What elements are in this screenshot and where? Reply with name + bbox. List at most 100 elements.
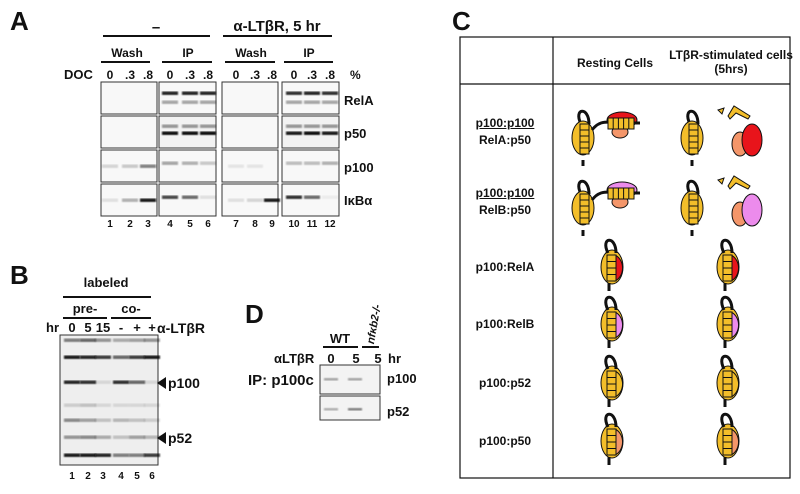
linker xyxy=(604,354,618,370)
table-border xyxy=(459,36,791,479)
hr-value: 5 xyxy=(84,320,92,335)
group-line xyxy=(63,296,151,298)
lane-number: 2 xyxy=(127,219,133,230)
group-line xyxy=(63,317,107,319)
band xyxy=(64,338,80,342)
linker xyxy=(720,412,734,428)
band xyxy=(304,100,320,104)
band xyxy=(247,164,263,168)
band xyxy=(113,403,129,407)
degraded-fragment xyxy=(717,177,725,185)
panel-a-label: A xyxy=(10,6,29,36)
band xyxy=(113,418,129,422)
band xyxy=(162,195,178,199)
band xyxy=(95,435,111,439)
doc-value: .3 xyxy=(124,68,136,82)
doc-value: .3 xyxy=(306,68,318,82)
band xyxy=(80,338,96,342)
subgroup-line xyxy=(225,61,275,63)
ip-label: IP: p100c xyxy=(248,372,314,389)
row-label-bottom: RelB:p50 xyxy=(478,203,532,217)
group-untreated: – xyxy=(151,19,161,36)
ankyrin-repeats xyxy=(607,117,635,130)
lane-number: 10 xyxy=(288,219,300,230)
panel-d-label: D xyxy=(245,299,264,329)
doc-value: 0 xyxy=(290,68,298,82)
subgroup-wash: Wash xyxy=(235,46,267,60)
degraded-fragment xyxy=(727,105,751,120)
linker xyxy=(590,120,611,131)
treatment-label: αLTβR xyxy=(274,351,315,366)
band xyxy=(140,164,156,168)
hr-value: 0 xyxy=(68,320,76,335)
complex-resting-2 xyxy=(571,179,640,236)
band xyxy=(113,453,129,457)
band xyxy=(324,378,338,381)
ankyrin-repeats xyxy=(688,123,699,155)
row-label-p100: p100 xyxy=(387,371,417,386)
band xyxy=(95,338,111,342)
ankyrin-repeats xyxy=(579,193,590,225)
complex-resting-6 xyxy=(600,412,624,465)
lane-number: 9 xyxy=(269,219,275,230)
complex-stimulated-3 xyxy=(716,238,740,291)
band xyxy=(182,195,198,199)
group-line xyxy=(223,35,332,37)
degraded-fragment xyxy=(717,107,725,115)
lane-number: 1 xyxy=(107,219,113,230)
band xyxy=(129,380,145,384)
band xyxy=(286,195,302,199)
band xyxy=(144,380,160,384)
band xyxy=(304,195,320,199)
subgroup-wash: Wash xyxy=(111,46,143,60)
band xyxy=(122,198,138,202)
band xyxy=(64,418,80,422)
partner-subunit xyxy=(741,193,763,227)
blot-panel xyxy=(158,149,217,183)
subgroup-line xyxy=(101,61,150,63)
band xyxy=(113,338,129,342)
doc-value: 0 xyxy=(106,68,114,82)
band xyxy=(95,403,111,407)
lane-number: 7 xyxy=(233,219,239,230)
complex-resting-4 xyxy=(600,295,624,348)
time-5: 5 xyxy=(352,351,360,366)
band xyxy=(102,164,118,168)
doc-label: DOC xyxy=(64,67,93,82)
band xyxy=(113,380,129,384)
band xyxy=(162,91,178,95)
complex-resting-5 xyxy=(600,354,624,407)
treatment-label: α-LTβR xyxy=(157,320,205,336)
band xyxy=(182,91,198,95)
row-label-p50: p50 xyxy=(344,126,367,141)
hr-value: + xyxy=(148,320,156,335)
lane-number: 5 xyxy=(187,219,193,230)
band xyxy=(162,124,178,128)
band xyxy=(129,338,145,342)
lane-number: 6 xyxy=(205,219,211,230)
band xyxy=(80,435,96,439)
hr-value: - xyxy=(118,320,124,335)
marker-p52: p52 xyxy=(168,430,193,446)
group-line xyxy=(103,35,210,37)
row-label: p100:p52 xyxy=(478,376,532,390)
blot-panel xyxy=(281,183,340,217)
doc-value: .8 xyxy=(142,68,154,82)
blot-panel xyxy=(281,149,340,183)
band xyxy=(113,435,129,439)
hr-value: 15 xyxy=(95,320,111,335)
lane-number: 4 xyxy=(118,471,124,482)
band xyxy=(144,355,160,359)
band xyxy=(129,453,145,457)
lane-number: 6 xyxy=(149,471,155,482)
row-label-p52: p52 xyxy=(387,404,410,419)
wt-header: WT xyxy=(329,331,351,346)
complex-stimulated-4 xyxy=(716,295,740,348)
band xyxy=(102,198,118,202)
lane-number: 1 xyxy=(69,471,75,482)
lane-number: 5 xyxy=(134,471,140,482)
row-label-p100: p100 xyxy=(344,160,374,175)
band xyxy=(286,124,302,128)
band xyxy=(64,403,80,407)
